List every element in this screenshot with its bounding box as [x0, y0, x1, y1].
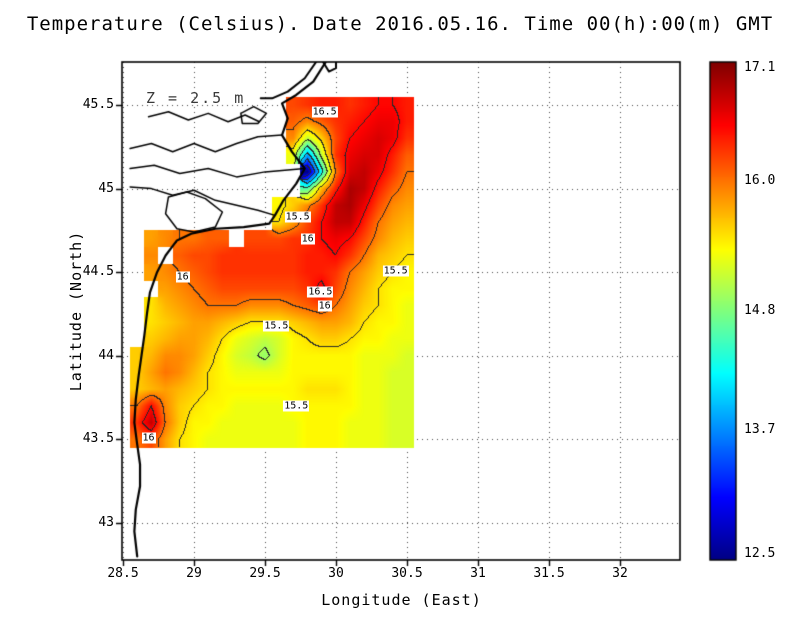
y-tick-label: 43	[98, 515, 114, 530]
colorbar-tick-label: 12.5	[744, 546, 776, 561]
colorbar-tick-label: 13.7	[744, 422, 776, 438]
x-tick-label: 30	[328, 566, 344, 581]
contour-label: 15.5	[263, 320, 290, 332]
x-tick-label: 30.5	[391, 566, 423, 581]
y-axis-label: Latitude (North)	[67, 230, 85, 392]
colorbar-tick-label: 14.8	[744, 303, 776, 318]
contour-label: 16.5	[307, 286, 334, 298]
x-tick-label: 31.5	[533, 566, 565, 581]
colorbar-tick-label: 17.1	[744, 60, 776, 75]
y-tick-label: 43.5	[82, 431, 114, 447]
contour-label: 15.5	[382, 265, 409, 277]
y-tick-label: 45	[98, 180, 114, 196]
x-tick-label: 29	[186, 566, 202, 581]
x-tick-label: 29.5	[249, 566, 281, 581]
x-tick-label: 31	[470, 566, 486, 581]
x-axis-label: Longitude (East)	[321, 591, 482, 609]
contour-label: 16	[317, 300, 332, 312]
depth-annotation: Z = 2.5 m	[146, 89, 246, 107]
contour-label: 15.5	[284, 211, 311, 223]
colorbar-tick-label: 16.0	[744, 173, 776, 189]
contour-label: 16.5	[311, 106, 338, 118]
y-tick-label: 45.5	[82, 97, 114, 112]
contour-label: 15.5	[283, 400, 310, 412]
contour-label: 16	[175, 271, 190, 283]
x-tick-label: 28.5	[107, 566, 139, 581]
plot-title: Temperature (Celsius). Date 2016.05.16. …	[26, 13, 774, 35]
contour-label: 16	[141, 432, 156, 444]
y-tick-label: 44	[98, 347, 114, 363]
contour-label: 16	[300, 233, 315, 245]
y-tick-label: 44.5	[82, 264, 114, 280]
x-tick-label: 32	[612, 566, 628, 581]
